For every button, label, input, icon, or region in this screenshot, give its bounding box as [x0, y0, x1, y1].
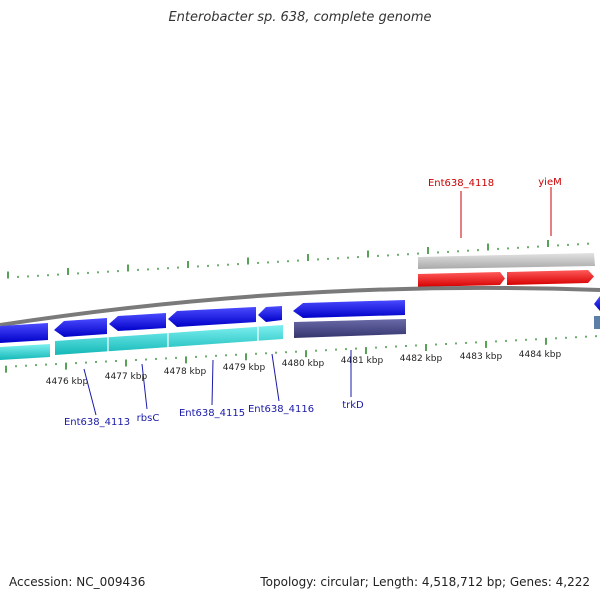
blue-gene-ent638-4113 [54, 318, 107, 337]
scale-label: 4478 kbp [164, 367, 207, 377]
blue-gene-ent638-4116 [258, 306, 282, 322]
blue-gene-rbsc [109, 313, 166, 331]
scale-label: 4482 kbp [400, 354, 443, 364]
scale-labels: 4476 kbp 4477 kbp 4478 kbp 4479 kbp 4480… [46, 350, 562, 387]
accession-text: Accession: NC_009436 [9, 575, 146, 589]
gene-label-connectors [83, 187, 552, 416]
scale-label: 4484 kbp [519, 350, 562, 360]
blue-gene-trkd [293, 300, 405, 318]
gene-label-ent638-4118: Ent638_4118 [428, 178, 494, 189]
cyan-feature-band [0, 344, 50, 360]
red-gene-yiem [507, 270, 594, 285]
blue-gene-right-edge [594, 296, 600, 311]
gene-label-yiem: yieM [538, 177, 561, 188]
gene-label-ent638-4113: Ent638_4113 [64, 417, 130, 428]
scale-label: 4476 kbp [46, 377, 89, 387]
cyan-feature-band [55, 325, 283, 355]
gene-label-trkd: trkD [342, 400, 364, 411]
gene-label-ent638-4116: Ent638_4116 [248, 404, 314, 415]
map-title: Enterobacter sp. 638, complete genome [168, 10, 432, 25]
blue-gene-1 [0, 323, 48, 343]
gene-label-ent638-4115: Ent638_4115 [179, 408, 245, 419]
scale-label: 4479 kbp [223, 363, 266, 373]
gene-label-rbsc: rbsC [137, 413, 160, 424]
navy-feature-band [294, 319, 406, 338]
blue-gene-ent638-4115 [168, 307, 256, 327]
scale-label: 4477 kbp [105, 372, 148, 382]
scale-label: 4483 kbp [460, 352, 503, 362]
steel-feature-right-edge [594, 316, 600, 329]
outer-tick-row [7, 240, 589, 279]
inner-tick-row [5, 335, 597, 373]
gray-feature-band [418, 253, 595, 269]
scale-label: 4480 kbp [282, 359, 325, 369]
gene-labels: Ent638_4118 yieM Ent638_4113 rbsC Ent638… [64, 177, 562, 428]
genome-backbone [0, 285, 600, 327]
red-gene-ent638-4118 [418, 272, 505, 287]
scale-label: 4481 kbp [341, 356, 384, 366]
genome-summary-text: Topology: circular; Length: 4,518,712 bp… [260, 575, 590, 589]
